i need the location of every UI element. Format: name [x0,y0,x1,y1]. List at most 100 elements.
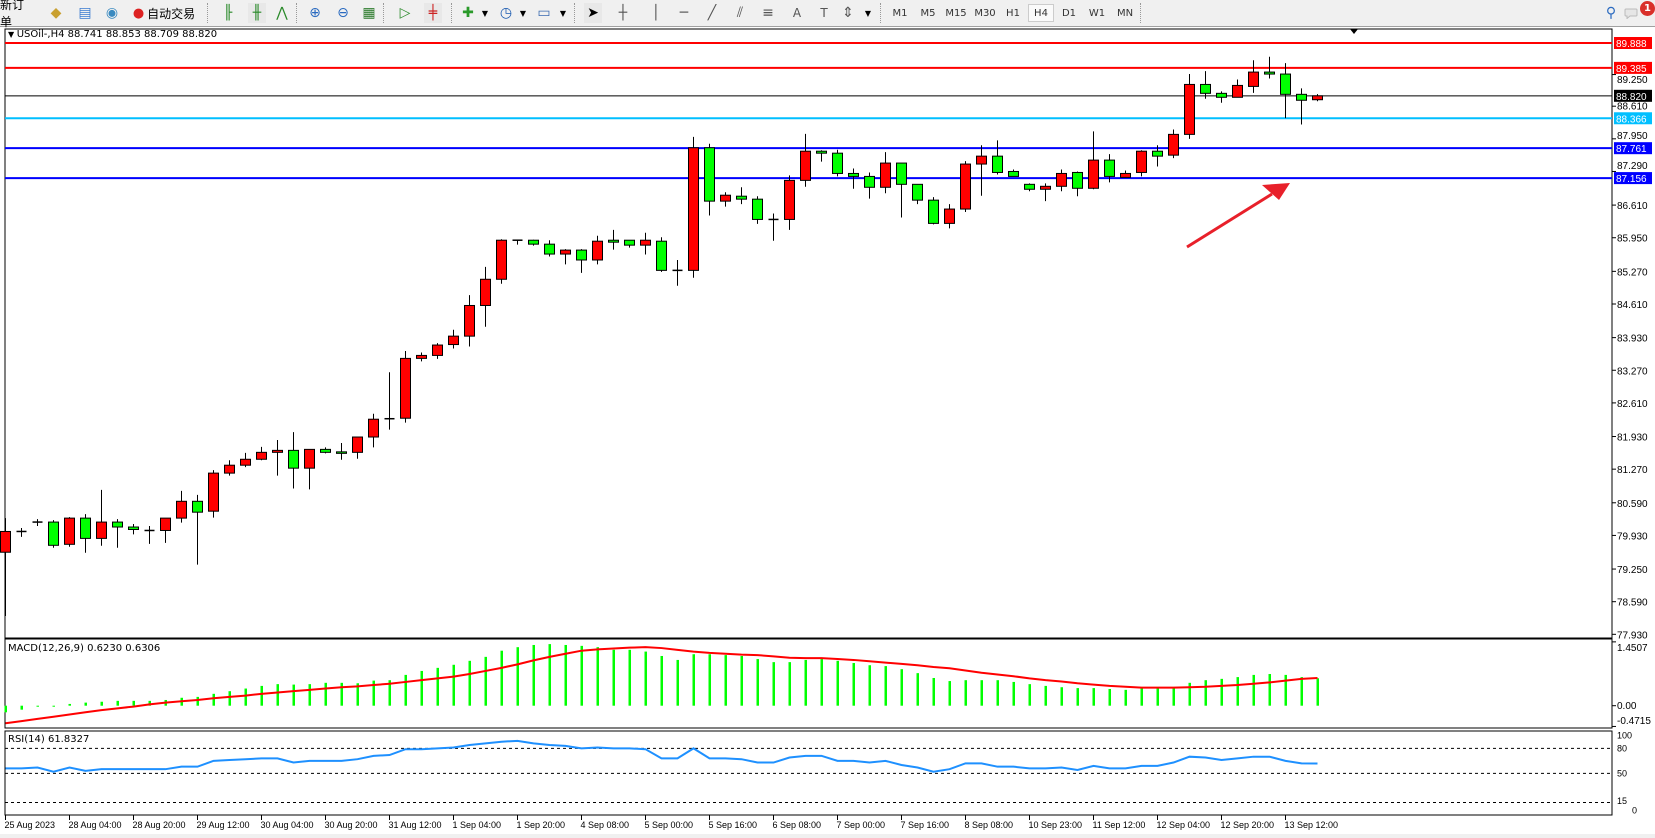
candle [464,295,475,347]
navigator-icon[interactable]: ▤ [78,5,92,21]
arrow-head [1262,183,1290,200]
candle [480,266,491,327]
horizontal-line-icon[interactable]: ─ [679,5,689,21]
rsi-tick-label: 15 [1617,796,1627,806]
candle [208,470,219,518]
timeframe-w1[interactable]: W1 [1088,7,1106,19]
status-strip [0,834,1655,838]
candle-body [592,240,603,261]
timeframe-m15[interactable]: M15 [945,7,967,19]
time-tick-label: 25 Aug 2023 [5,820,56,830]
text-icon[interactable]: A [792,6,802,20]
candle [592,235,603,265]
macd-bar [868,665,871,706]
price-tag [1614,61,1652,74]
macd-bar [548,644,551,706]
fibonacci-icon[interactable]: ≡ [762,5,774,21]
candle-body [304,448,315,469]
price-tick-label: 77.930 [1617,630,1648,641]
candle-body [1280,73,1291,95]
timeframe-h4[interactable]: H4 [1028,4,1054,22]
cursor-icon[interactable]: ➤ [584,3,602,23]
zoom-out-icon[interactable]: ⊖ [337,5,349,21]
market-watch-icon[interactable]: ◆ [50,5,62,21]
chart-shift-marker [1350,29,1358,34]
candle [544,240,555,257]
bar-chart-icon[interactable]: ╟ [223,5,233,21]
zoom-in-icon[interactable]: ⊕ [309,5,321,21]
trendline-icon[interactable]: ╱ [707,5,717,21]
templates-icon[interactable]: ▭ [537,5,551,21]
price-tick-label: 79.930 [1617,531,1648,542]
templates-dropdown[interactable]: ▼ [559,8,567,18]
macd-bar [532,644,535,706]
tile-windows-icon[interactable]: ▦ [362,5,376,21]
notification-badge[interactable]: 1 [1640,1,1655,16]
candle [112,519,123,548]
price-tag-label: 88.366 [1616,114,1647,125]
candle-body [832,152,843,174]
search-icon[interactable]: ⚲ [1605,5,1617,21]
arrows-icon[interactable]: ⇕ [842,5,854,21]
candle [640,232,651,255]
price-tick-label: 87.950 [1617,131,1648,142]
price-tick-label: 80.590 [1617,499,1648,510]
timeframe-h1[interactable]: H1 [1006,7,1020,19]
arrows-dropdown[interactable]: ▼ [864,8,872,18]
indicators-dropdown[interactable]: ▼ [481,8,489,18]
macd-bar [1316,678,1319,706]
indicators-icon[interactable]: ✚ [462,5,474,21]
time-tick-label: 5 Sep 00:00 [645,820,694,830]
candle [1104,154,1115,183]
candle [688,136,699,278]
equidistant-channel-icon[interactable]: ⫽ [736,5,744,21]
macd-bar [196,696,199,706]
separator [383,3,385,23]
chat-icon[interactable] [1624,8,1638,19]
chart-menu-icon[interactable]: ▼ [8,30,17,39]
candle [992,140,1003,175]
text-label-icon[interactable]: T [820,6,828,20]
timeframe-mn[interactable]: MN [1116,7,1134,19]
macd-bar [596,647,599,706]
rsi-line [5,739,1318,773]
candle [240,452,251,468]
candle [800,133,811,187]
line-chart-icon[interactable]: ⋀ [276,5,288,21]
candle [1040,183,1051,202]
macd-bar [452,664,455,706]
chart-shift-icon[interactable]: ╪ [424,3,442,23]
timeframe-m30[interactable]: M30 [974,7,996,19]
candle-body [1168,133,1179,156]
candle-body [400,357,411,419]
candle-body [544,243,555,255]
timeframe-m5[interactable]: M5 [920,7,936,19]
signals-icon[interactable]: ◉ [105,5,119,21]
price-tick-label: 81.930 [1617,433,1648,444]
crosshair-icon[interactable]: ┼ [618,5,628,21]
price-tick-label: 81.270 [1617,465,1648,476]
periods-dropdown[interactable]: ▼ [519,8,527,18]
macd-bar [36,705,39,707]
macd-label: MACD(12,26,9) 0.6230 0.6306 [8,643,161,654]
candle-body [416,354,427,359]
candle [160,517,171,543]
candle [1072,171,1083,197]
candle [320,447,331,454]
candle [1264,56,1275,79]
autotrading-button[interactable]: ● 自动交易 [128,3,200,23]
rsi-tick-label: 0 [1632,806,1637,816]
time-tick-label: 1 Sep 04:00 [453,820,502,830]
autoscroll-icon[interactable]: ▷ [399,5,411,21]
candle [1056,169,1067,192]
macd-bar [1124,689,1127,706]
candlestick-icon[interactable]: ╫ [248,3,266,23]
timeframe-m1[interactable]: M1 [892,7,908,19]
timeframe-d1[interactable]: D1 [1061,7,1077,19]
candle [288,432,299,489]
macd-bar [4,705,7,713]
new-order-button[interactable]: 新订单 [0,0,34,29]
periods-icon[interactable]: ◷ [499,5,513,21]
vertical-line-icon[interactable]: │ [651,5,661,21]
